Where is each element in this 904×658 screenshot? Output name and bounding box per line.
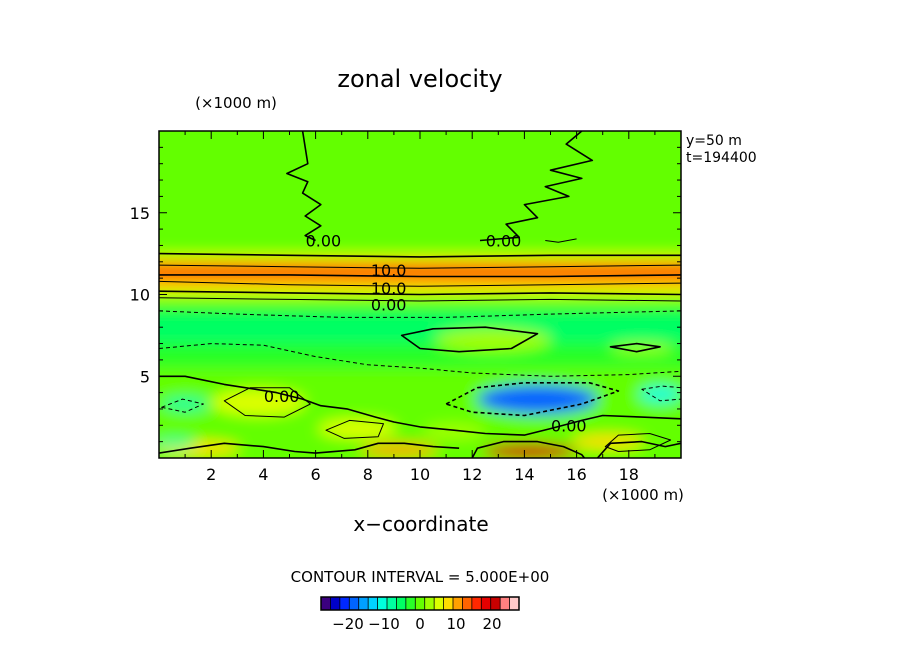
x-unit-label: (×1000 m) — [602, 486, 684, 504]
x-tick-label: 8 — [363, 465, 373, 484]
contour-line — [159, 280, 681, 287]
contour-line — [609, 342, 661, 353]
contour-line — [325, 419, 384, 439]
contour-label: 10.0 — [371, 279, 407, 298]
x-tick-label: 6 — [311, 465, 321, 484]
field-band — [159, 261, 681, 272]
contour-label: 0.00 — [306, 232, 342, 251]
colorbar-swatch — [500, 597, 510, 610]
colorbar-tick-label: 0 — [415, 615, 425, 633]
y-tick-label: 15 — [130, 204, 150, 223]
field-band — [159, 131, 681, 254]
contour-line — [471, 440, 586, 458]
contour-lines — [159, 131, 681, 458]
colorbar-tick-label: −10 — [368, 615, 400, 633]
field-blob — [422, 423, 486, 441]
y-tick-label: 5 — [140, 367, 150, 386]
colorbar-swatch — [434, 597, 444, 610]
field-band — [159, 253, 681, 262]
colorbar-swatch — [453, 597, 463, 610]
contour-line — [596, 440, 681, 458]
field-blob — [435, 328, 551, 352]
field-blob — [159, 438, 196, 449]
field-blob — [571, 434, 645, 450]
contour-line-negative — [159, 343, 681, 377]
contour-line — [400, 326, 539, 353]
info-y-level: y=50 m — [686, 133, 742, 149]
colorbar-tick-label: 10 — [446, 615, 465, 633]
contour-interval-text: CONTOUR INTERVAL = 5.000E+00 — [291, 568, 550, 586]
contour-label: 10.0 — [371, 261, 407, 280]
x-tick-label: 2 — [206, 465, 216, 484]
colorbar-swatch — [321, 597, 331, 610]
colorbar-swatch — [443, 597, 454, 610]
x-tick-label: 16 — [566, 465, 586, 484]
colorbar-swatch — [490, 597, 501, 610]
field-blob — [477, 384, 598, 414]
colorbar-swatch — [471, 597, 482, 610]
x-tick-label: 14 — [514, 465, 534, 484]
contour-line — [159, 274, 681, 278]
field-smooth — [159, 131, 681, 458]
colorbar: −20 −10 0 10 20 — [320, 596, 520, 633]
contour-label: 0.00 — [551, 416, 587, 435]
x-tick-label: 4 — [258, 465, 268, 484]
x-tick-label: 12 — [462, 465, 482, 484]
y-tick-label: 10 — [130, 286, 150, 305]
field-blob — [482, 443, 577, 458]
colorbar-swatch — [368, 597, 378, 610]
info-time: t=194400 — [686, 150, 757, 166]
field-blob — [318, 418, 397, 439]
contour-line — [479, 131, 594, 242]
contour-line — [159, 290, 681, 296]
field-blob — [639, 386, 681, 403]
x-axis-label: x−coordinate — [353, 512, 488, 536]
colorbar-swatch — [509, 597, 520, 610]
field-band — [159, 302, 681, 313]
contour-line — [286, 131, 322, 242]
colorbar-swatch — [387, 597, 397, 610]
colorbar-swatch — [481, 597, 492, 610]
contour-line-negative — [161, 398, 204, 413]
contour-line-negative — [445, 381, 620, 417]
colorbar-swatch — [330, 597, 341, 610]
field-blob — [359, 443, 439, 457]
field-band — [159, 291, 681, 303]
axes: 2 4 6 8 10 12 14 16 18 5 10 15 — [130, 131, 681, 484]
contour-label: 0.00 — [486, 232, 522, 251]
contour-line — [159, 297, 681, 302]
colorbar-swatch — [424, 597, 435, 610]
colorbar-swatch — [349, 597, 360, 610]
chart-title: zonal velocity — [337, 65, 502, 93]
x-tick-label: 18 — [619, 465, 639, 484]
contour-line — [159, 375, 681, 436]
contour-label: 0.00 — [264, 387, 300, 406]
y-unit-label: (×1000 m) — [195, 94, 277, 112]
contour-line-negative — [641, 385, 681, 402]
colorbar-swatch — [415, 597, 426, 610]
contour-line-negative — [159, 310, 681, 318]
contour-line — [159, 264, 681, 269]
x-tick-label: 10 — [410, 465, 430, 484]
velocity-field — [159, 131, 681, 458]
colorbar-swatch — [377, 597, 388, 610]
colorbar-swatch — [358, 597, 369, 610]
contour-line — [159, 252, 681, 258]
colorbar-swatch — [396, 597, 407, 610]
colorbar-tick-label: 20 — [482, 615, 501, 633]
colorbar-swatch — [339, 597, 350, 610]
contour-line — [223, 387, 311, 418]
colorbar-frame — [320, 596, 520, 611]
colorbar-swatch — [462, 597, 473, 610]
colorbar-swatch — [405, 597, 416, 610]
contour-line — [604, 433, 672, 452]
colorbar-tick-label: −20 — [332, 615, 364, 633]
contour-label: 0.00 — [371, 295, 407, 314]
contour-line — [545, 238, 577, 243]
